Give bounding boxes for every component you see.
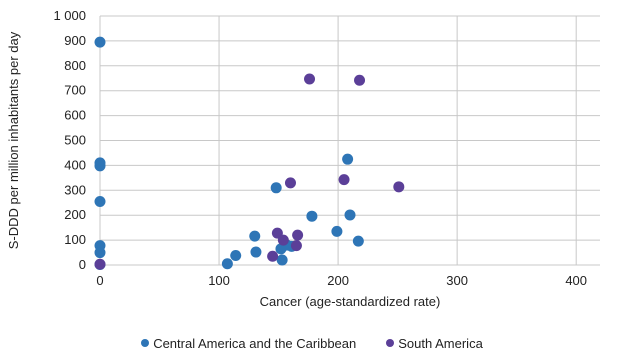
data-points [94,36,405,271]
y-tick-label: 700 [64,83,86,98]
data-point-central-america [344,209,356,221]
legend-item-south-america: South America [386,334,483,352]
chart-legend: Central America and the Caribbean South … [0,334,624,352]
legend-label-south-america: South America [398,335,483,351]
y-axis-title: S-DDD per million inhabitants per day [6,31,21,249]
y-tick-label: 1 000 [53,8,86,23]
data-point-south-america [354,74,366,86]
data-point-central-america [306,210,318,222]
x-axis-title: Cancer (age-standardized rate) [260,294,441,309]
y-tick-label: 200 [64,207,86,222]
data-point-central-america [331,225,343,237]
data-point-central-america [352,235,364,247]
data-point-central-america [94,36,106,48]
y-tick-labels: 0 100 200 300 400 500 600 700 800 900 1 000 [53,8,86,272]
data-point-central-america [250,246,262,258]
y-tick-label: 800 [64,58,86,73]
legend-label-central-america: Central America and the Caribbean [153,335,357,351]
data-point-central-america [270,182,282,194]
x-tick-label: 400 [565,273,587,288]
data-point-south-america [284,177,296,189]
legend-marker-south-america [386,339,395,347]
y-gridlines [100,15,600,266]
y-tick-label: 600 [64,108,86,123]
y-tick-label: 900 [64,33,86,48]
y-tick-label: 300 [64,182,86,197]
data-point-central-america [94,196,106,208]
data-point-central-america [230,250,242,262]
data-point-central-america [94,160,106,172]
x-tick-labels: 0 100 200 300 400 [96,273,587,288]
y-tick-label: 100 [64,232,86,247]
data-point-central-america [342,153,354,165]
x-tick-label: 0 [96,273,103,288]
y-tick-label: 400 [64,157,86,172]
data-point-south-america [292,229,304,241]
chart-plot-area: 0 100 200 300 400 500 600 700 800 900 1 000 0 100 20… [6,8,600,309]
data-point-south-america [304,73,316,85]
data-point-south-america [338,174,350,186]
data-point-central-america [276,254,288,266]
x-tick-label: 200 [327,273,349,288]
data-point-central-america [94,247,106,259]
x-tick-label: 100 [208,273,230,288]
data-point-central-america [221,258,233,270]
data-point-south-america [267,250,279,262]
x-tick-label: 300 [446,273,468,288]
data-point-south-america [290,240,302,252]
data-point-central-america [249,230,261,242]
legend-marker-central-america [141,339,150,347]
y-tick-label: 0 [79,257,86,272]
y-tick-label: 500 [64,133,86,148]
data-point-south-america [277,234,289,246]
data-point-south-america [94,258,106,270]
data-point-south-america [393,181,405,193]
legend-item-central-america: Central America and the Caribbean [141,334,356,352]
